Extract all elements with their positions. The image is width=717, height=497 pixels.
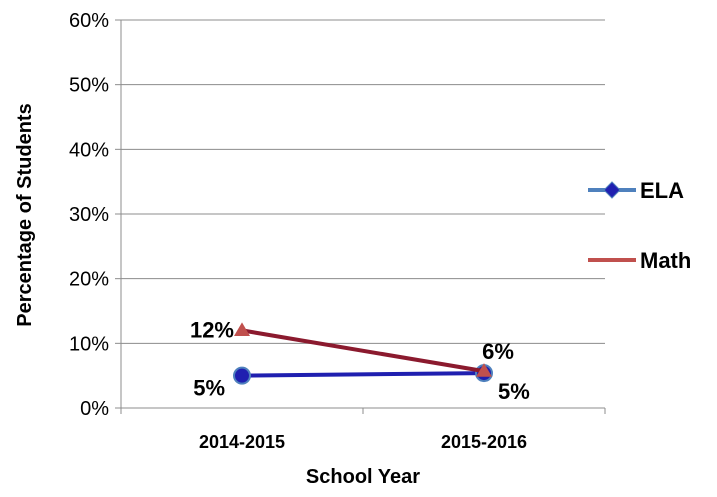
y-axis-title: Percentage of Students [14, 103, 36, 326]
x-tick-label: 2014-2015 [199, 432, 285, 452]
data-point-math [234, 322, 250, 336]
y-tick-label: 30% [69, 204, 109, 226]
y-tick-label: 50% [69, 75, 109, 97]
data-label-ela: 5% [193, 376, 225, 401]
data-point-ela [233, 366, 251, 385]
y-tick-label: 60% [69, 10, 109, 32]
legend-item-ela: ELA [588, 178, 684, 203]
legend-marker [603, 181, 621, 199]
series-line-ela [241, 371, 485, 378]
legend-label: ELA [640, 178, 684, 203]
data-point-math [476, 363, 492, 377]
legend-item-math: Math [588, 248, 691, 273]
y-tick-labels: 0% 10% 20% 30% 40% 50% 60% [69, 10, 109, 420]
x-tick-label: 2015-2016 [441, 432, 527, 452]
legend: ELA Math [588, 178, 691, 273]
y-tick-label: 10% [69, 333, 109, 355]
y-tick-label: 40% [69, 139, 109, 161]
data-label-ela: 5% [498, 379, 530, 404]
x-tick-labels: 2014-2015 2015-2016 [199, 432, 527, 452]
data-labels: 5% 5% 12% 6% [190, 317, 530, 404]
y-tick-label: 20% [69, 269, 109, 291]
axes [115, 19, 606, 414]
series-line-math [241, 328, 485, 374]
y-tick-label: 0% [80, 398, 109, 420]
x-axis-title: School Year [306, 466, 420, 488]
legend-label: Math [640, 248, 691, 273]
series [233, 322, 493, 385]
gridlines [121, 19, 605, 344]
data-label-math: 12% [190, 317, 234, 342]
data-label-math: 6% [482, 339, 514, 364]
